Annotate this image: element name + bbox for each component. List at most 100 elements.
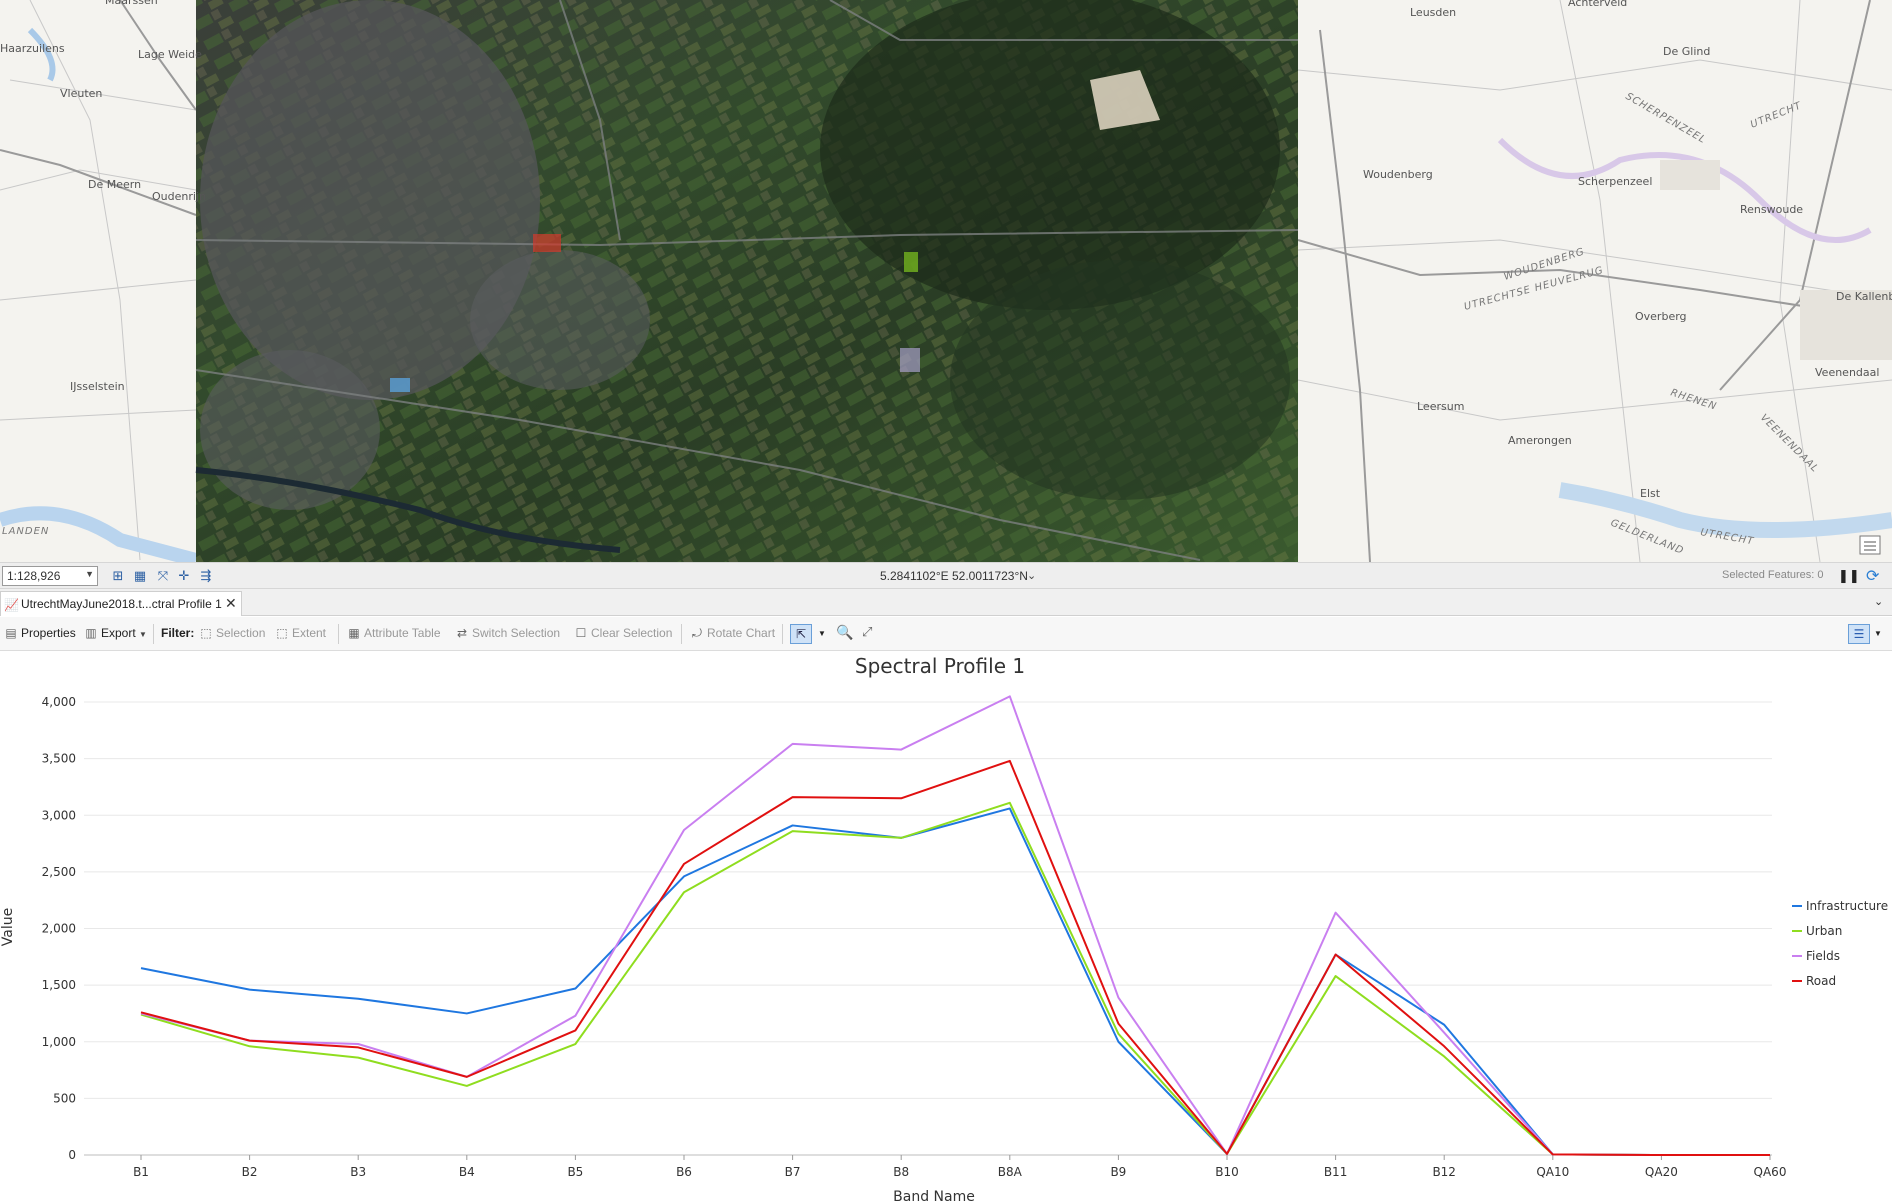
tab-title: UtrechtMayJune2018.t...ctral Profile 1 [21, 597, 222, 611]
y-tick-label: 1,500 [42, 978, 76, 992]
export-button[interactable]: ▥ Export ▼ [85, 626, 147, 640]
map-place-label: Renswoude [1740, 203, 1803, 216]
bar-chart-icon: ▥ [85, 626, 97, 640]
x-tick-label: B11 [1324, 1165, 1348, 1179]
y-axis-title: Value [0, 908, 16, 946]
map-place-label: Lage Weide [138, 48, 202, 61]
x-tick-label: B6 [676, 1165, 692, 1179]
x-tick-label: B9 [1110, 1165, 1126, 1179]
map-place-label: IJsselstein [70, 380, 125, 393]
fixed-zoom-icon[interactable]: ⊞ [112, 568, 124, 583]
filter-label: Filter: [161, 626, 195, 640]
x-axis: B1 B2 B3 B4 B5 B6 B7 B8 B8A B9 B10 B11 B12 QA10 QA20 QA… [133, 1155, 1786, 1179]
map-place-label: Oudenrijn [152, 190, 206, 203]
legend-item[interactable]: Urban [1806, 924, 1842, 938]
y-tick-label: 0 [68, 1148, 76, 1162]
chevron-down-icon[interactable]: ▼ [1874, 629, 1882, 638]
x-axis-title: Band Name [893, 1189, 975, 1204]
filter-extent-button[interactable]: ⬚ Extent [276, 626, 327, 640]
filter-selection-button[interactable]: ⬚ Selection [200, 626, 266, 640]
x-tick-label: B8A [998, 1165, 1023, 1179]
map-place-label: De Kallenbroek [1836, 290, 1892, 303]
y-tick-label: 4,000 [42, 695, 76, 709]
map-place-label: De Meern [88, 178, 141, 191]
properties-button[interactable]: ▤ Properties [5, 626, 76, 640]
y-tick-label: 1,000 [42, 1035, 76, 1049]
snapping-icon[interactable]: ✛ [178, 568, 190, 583]
switch-icon: ⇄ [456, 626, 468, 640]
selected-features-count[interactable]: Selected Features: 0 [1722, 569, 1824, 581]
infrastructure-sample-box[interactable] [390, 378, 410, 392]
y-tick-label: 500 [53, 1091, 76, 1105]
map-view[interactable]: Maarssen Haarzuilens Lage Weide Vleuten De M… [0, 0, 1892, 562]
tab-spectral-profile[interactable]: 📈 UtrechtMayJune2018.t...ctral Profile 1… [0, 591, 242, 616]
full-extent-icon[interactable]: ⤢ [862, 624, 873, 639]
y-tick-label: 3,000 [42, 808, 76, 822]
x-tick-label: B12 [1432, 1165, 1456, 1179]
chart-legend[interactable]: Infrastructure Urban Fields Road [1792, 899, 1888, 988]
switch-selection-button[interactable]: ⇄ Switch Selection [456, 626, 561, 640]
map-legend-icon[interactable] [1859, 535, 1881, 555]
map-place-label: Overberg [1635, 310, 1687, 323]
chart-grid [84, 701, 1772, 1156]
x-tick-label: B10 [1215, 1165, 1239, 1179]
scale-selector[interactable]: 1:128,926 ▼ [2, 566, 98, 586]
zoom-in-icon[interactable]: 🔍 [836, 624, 854, 640]
map-place-label: Veenendaal [1815, 366, 1879, 379]
x-tick-label: QA60 [1754, 1165, 1787, 1179]
refresh-icon[interactable]: ⟳ [1866, 568, 1880, 585]
chart-canvas[interactable]: Spectral Profile 1 0 500 1,000 1,500 2,000 2,… [0, 651, 1892, 1204]
view-tab-bar: 📈 UtrechtMayJune2018.t...ctral Profile 1… [0, 589, 1892, 616]
x-tick-label: B1 [133, 1165, 149, 1179]
map-place-label: Scherpenzeel [1578, 175, 1652, 188]
legend-toggle-button[interactable]: ☰ [1848, 624, 1870, 644]
attribute-table-button[interactable]: ▦ Attribute Table [348, 626, 441, 640]
rotate-chart-button[interactable]: ⤾ Rotate Chart [692, 626, 776, 640]
grid-icon[interactable]: ▦ [133, 568, 147, 583]
map-place-label: De Glind [1663, 45, 1710, 58]
pause-drawing-icon[interactable]: ❚❚ [1838, 568, 1860, 583]
chevron-down-icon[interactable]: ⌄ [1027, 570, 1037, 582]
map-place-label: Elst [1640, 487, 1661, 500]
series-line-urban[interactable] [140, 801, 1770, 1156]
map-place-label: Haarzuilens [0, 42, 65, 55]
x-tick-label: B7 [785, 1165, 801, 1179]
map-status-bar: 1:128,926 ▼ ⊞ ▦ ⤧ ✛ ⇶ 5.2841102°E 52.001… [0, 562, 1892, 589]
navigation-icon[interactable]: ⇶ [200, 568, 212, 583]
map-place-label: Leusden [1410, 6, 1456, 19]
urban-sample-box[interactable] [904, 252, 918, 272]
legend-item[interactable]: Fields [1806, 949, 1840, 963]
map-region-label: LANDEN [2, 526, 49, 537]
legend-item[interactable]: Infrastructure [1806, 899, 1888, 913]
spectral-profile-chart[interactable]: Spectral Profile 1 0 500 1,000 1,500 2,000 2,… [0, 651, 1892, 1204]
x-tick-label: B4 [459, 1165, 475, 1179]
series-line-infrastructure[interactable] [140, 807, 1770, 1156]
y-tick-label: 2,000 [42, 922, 76, 936]
x-tick-label: B3 [350, 1165, 366, 1179]
chevron-down-icon[interactable]: ▼ [818, 629, 826, 638]
x-tick-label: B5 [567, 1165, 583, 1179]
chart-toolbar: ▤ Properties ▥ Export ▼ Filter: ⬚ Selection… [0, 617, 1892, 651]
rotate-map-icon[interactable]: ⤧ [157, 568, 169, 583]
chevron-down-icon[interactable]: ⌄ [1874, 596, 1884, 608]
fields-sample-box[interactable] [900, 348, 920, 372]
map-canvas[interactable]: Maarssen Haarzuilens Lage Weide Vleuten De M… [0, 0, 1892, 562]
road-sample-box[interactable] [533, 234, 561, 252]
scale-value: 1:128,926 [7, 569, 61, 583]
x-tick-label: B2 [242, 1165, 258, 1179]
x-tick-label: QA10 [1536, 1165, 1569, 1179]
chevron-down-icon[interactable]: ▼ [85, 569, 94, 579]
select-pan-tool-button[interactable]: ⇱ [790, 624, 812, 644]
y-tick-label: 3,500 [42, 752, 76, 766]
series-line-road[interactable] [140, 759, 1770, 1156]
series-line-fields[interactable] [140, 695, 1770, 1156]
map-place-label: Leersum [1417, 400, 1464, 413]
close-icon[interactable]: ✕ [225, 595, 237, 611]
map-place-label: Vleuten [60, 87, 102, 100]
legend-item[interactable]: Road [1806, 974, 1836, 988]
map-place-label: Achterveld [1568, 0, 1627, 9]
clear-selection-button[interactable]: ☐ Clear Selection [575, 626, 673, 640]
chart-icon: 📈 [4, 598, 19, 612]
selection-icon: ⬚ [200, 626, 212, 640]
